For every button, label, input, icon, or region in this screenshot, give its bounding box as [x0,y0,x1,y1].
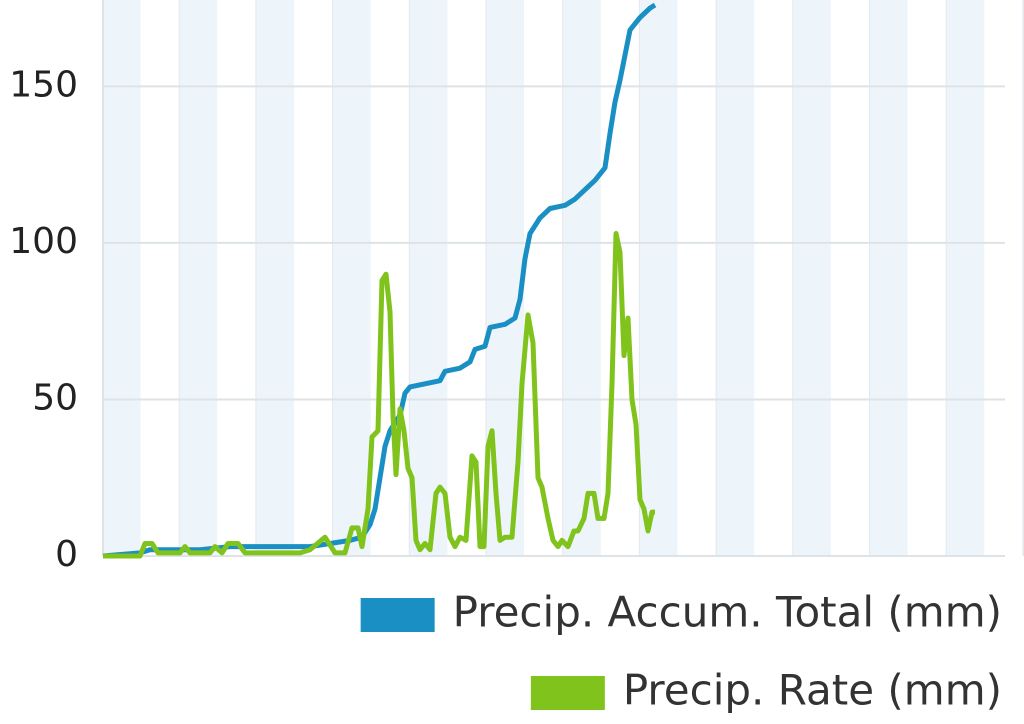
band [716,0,755,556]
y-tick-label: 0 [55,534,78,575]
band [103,0,141,556]
band [793,0,831,556]
band [333,0,371,556]
band [639,0,678,556]
band [409,0,448,556]
legend-swatch [530,676,605,710]
band [563,0,601,556]
band [179,0,218,556]
band [256,0,294,556]
series-line [102,2,657,559]
legend-swatch [360,598,435,632]
series-line [103,231,655,559]
legend-label: Precip. Rate (mm) [623,666,1002,715]
y-tick-label: 100 [9,221,78,262]
y-tick-label: 150 [9,64,78,105]
y-tick-label: 50 [32,377,78,418]
legend-label: Precip. Accum. Total (mm) [453,588,1002,637]
band [870,0,908,556]
band [946,0,985,556]
